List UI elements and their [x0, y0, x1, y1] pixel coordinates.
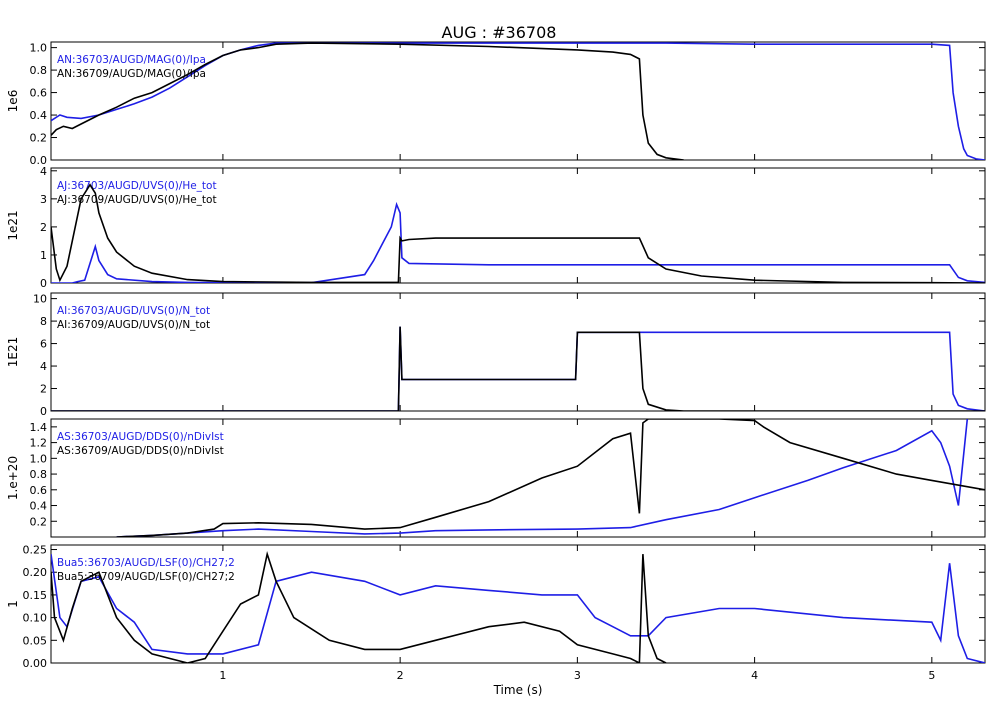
y-tick-label: 0.10 [23, 612, 48, 625]
legend-entry: AI:36709/AUGD/UVS(0)/N_tot [57, 319, 210, 331]
y-tick-label: 4 [40, 360, 47, 373]
y-tick-label: 0.00 [23, 657, 48, 670]
y-tick-label: 0.0 [30, 154, 48, 167]
legend-entry: Bua5:36709/AUGD/LSF(0)/CH27;2 [57, 571, 235, 583]
y-tick-label: 3 [40, 193, 47, 206]
y-axis-label: 1E21 [6, 337, 20, 368]
y-tick-label: 10 [33, 293, 47, 306]
series-line [51, 42, 684, 160]
y-tick-label: 0.4 [30, 500, 48, 513]
y-tick-label: 0.2 [30, 515, 48, 528]
series-line [51, 326, 985, 411]
legend-entry: AS:36709/AUGD/DDS(0)/nDivIst [57, 445, 224, 457]
y-tick-label: 6 [40, 338, 47, 351]
series-line [51, 183, 985, 283]
series-line [51, 553, 985, 663]
panel-4: 0.2 0.4 0.6 0.8 1.0 1.2 1.4 1.e+20 AS:36703/AUGD… [6, 418, 986, 538]
x-tick-label: 5 [928, 669, 935, 682]
plot-frame [50, 544, 986, 664]
y-tick-label: 0 [40, 405, 47, 418]
legend-entry: AJ:36703/AUGD/UVS(0)/He_tot [57, 180, 217, 192]
y-tick-label: 2 [40, 383, 47, 396]
y-tick-label: 2 [40, 221, 47, 234]
plot-frame [50, 41, 986, 161]
y-tick-label: 0.8 [30, 64, 48, 77]
y-axis-label: 1.e+20 [6, 456, 20, 500]
chart-title: AUG : #36708 [442, 23, 557, 42]
panel-5: 0.00 0.05 0.10 0.15 0.20 0.25 1 2 3 4 5 1 Bua5:36703… [6, 544, 986, 682]
y-tick-label: 8 [40, 315, 47, 328]
series-line [116, 419, 985, 537]
legend-entry: Bua5:36703/AUGD/LSF(0)/CH27;2 [57, 557, 235, 569]
series-line [51, 201, 985, 283]
plot-frame [50, 167, 986, 284]
y-tick-label: 4 [40, 165, 47, 178]
x-axis-label: Time (s) [493, 683, 543, 697]
legend-entry: AI:36703/AUGD/UVS(0)/N_tot [57, 305, 210, 317]
legend-entry: AJ:36709/AUGD/UVS(0)/He_tot [57, 194, 217, 206]
legend-entry: AN:36709/AUGD/MAG(0)/Ipa [57, 68, 206, 80]
legend-entry: AS:36703/AUGD/DDS(0)/nDivIst [57, 431, 224, 443]
legend-entry: AN:36703/AUGD/MAG(0)/Ipa [57, 54, 206, 66]
y-tick-label: 0.2 [30, 132, 48, 145]
panels: 0.0 0.2 0.4 0.6 0.8 1.0 1e6 AN:36703/AUGD/MAG(0… [6, 41, 986, 682]
y-axis-label: 1e6 [6, 90, 20, 113]
series-line [51, 551, 667, 663]
series-line [51, 326, 985, 411]
series-line [116, 419, 969, 537]
x-tick-label: 1 [219, 669, 226, 682]
plot-frame [50, 292, 986, 412]
panel-2: 0 1 2 3 4 1e21 AJ:36703/AUGD/UVS(0)/He_tot AJ:3… [6, 165, 986, 290]
y-tick-label: 0.8 [30, 468, 48, 481]
y-tick-label: 1 [40, 249, 47, 262]
y-tick-label: 1.0 [30, 452, 48, 465]
y-tick-label: 0.6 [30, 87, 48, 100]
y-tick-label: 1.4 [30, 421, 48, 434]
y-axis-label: 1e21 [6, 210, 20, 240]
y-tick-label: 0.25 [23, 544, 48, 557]
x-tick-label: 3 [574, 669, 581, 682]
y-axis-label: 1 [6, 600, 20, 608]
plot-frame [50, 418, 986, 538]
y-tick-label: 0.20 [23, 566, 48, 579]
y-tick-label: 1.0 [30, 42, 48, 55]
x-tick-label: 2 [397, 669, 404, 682]
y-tick-label: 0.05 [23, 634, 48, 647]
y-tick-label: 0.6 [30, 484, 48, 497]
y-tick-label: 0 [40, 277, 47, 290]
panel-1: 0.0 0.2 0.4 0.6 0.8 1.0 1e6 AN:36703/AUGD/MAG(0… [6, 41, 986, 167]
y-tick-label: 0.4 [30, 109, 48, 122]
panel-3: 0 2 4 6 8 10 1E21 AI:36703/AUGD/UVS(0)/N_tot AI:… [6, 292, 986, 418]
x-tick-label: 4 [751, 669, 758, 682]
y-tick-label: 1.2 [30, 437, 48, 450]
y-tick-label: 0.15 [23, 589, 48, 602]
